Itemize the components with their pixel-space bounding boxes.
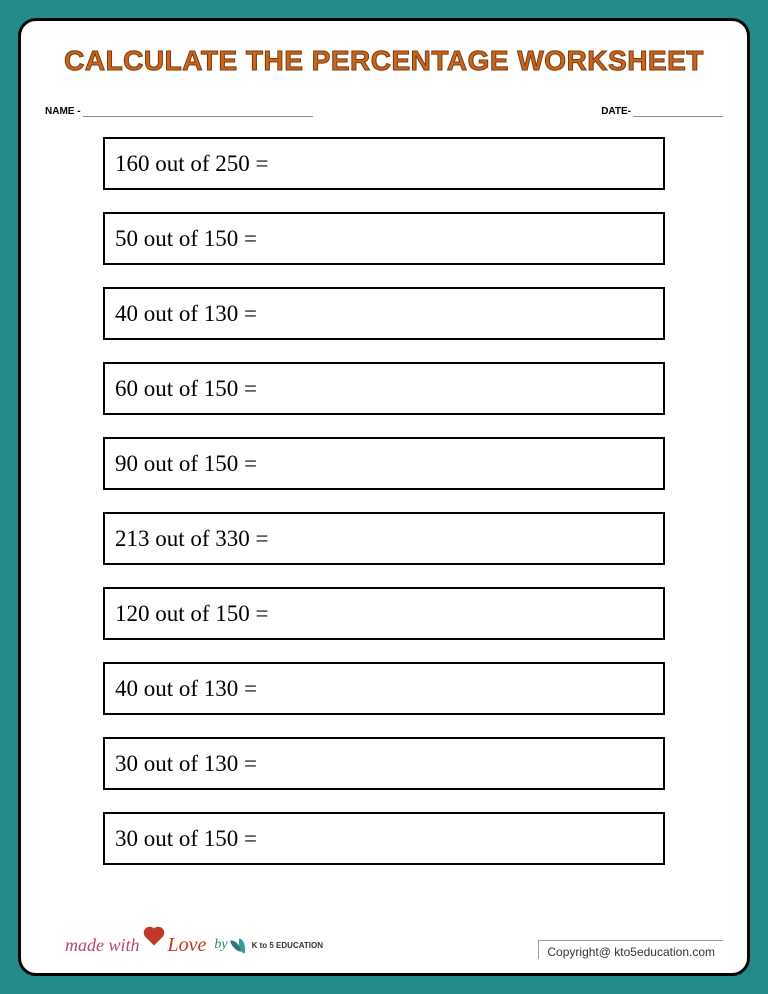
brand-text: K to 5 EDUCATION (252, 941, 323, 950)
made-with-love: made with Love by K to 5 EDUCATION (65, 931, 323, 959)
name-input-line[interactable] (83, 105, 313, 117)
question-box[interactable]: 30 out of 130 = (103, 737, 665, 790)
question-text: 213 out of 330 = (115, 526, 269, 552)
date-field: DATE- (601, 105, 723, 117)
question-text: 90 out of 150 = (115, 451, 257, 477)
question-text: 30 out of 130 = (115, 751, 257, 777)
question-text: 50 out of 150 = (115, 226, 257, 252)
question-box[interactable]: 90 out of 150 = (103, 437, 665, 490)
question-text: 60 out of 150 = (115, 376, 257, 402)
date-input-line[interactable] (633, 105, 723, 117)
question-text: 30 out of 150 = (115, 826, 257, 852)
by-text: by (214, 937, 227, 953)
made-with-text: made with (65, 935, 140, 956)
copyright-text: Copyright@ kto5education.com (538, 940, 723, 959)
worksheet-title: CALCULATE THE PERCENTAGE WORKSHEET (41, 45, 727, 77)
question-text: 160 out of 250 = (115, 151, 269, 177)
meta-row: NAME - DATE- (41, 105, 727, 117)
question-box[interactable]: 160 out of 250 = (103, 137, 665, 190)
love-text: Love (168, 934, 207, 957)
questions-container: 160 out of 250 = 50 out of 150 = 40 out … (41, 137, 727, 931)
question-box[interactable]: 213 out of 330 = (103, 512, 665, 565)
worksheet-page: CALCULATE THE PERCENTAGE WORKSHEET NAME … (18, 18, 750, 976)
question-box[interactable]: 60 out of 150 = (103, 362, 665, 415)
by-brand: by K to 5 EDUCATION (214, 935, 323, 955)
question-box[interactable]: 50 out of 150 = (103, 212, 665, 265)
question-box[interactable]: 30 out of 150 = (103, 812, 665, 865)
heart-balloon-icon (144, 931, 164, 959)
question-text: 40 out of 130 = (115, 676, 257, 702)
name-label: NAME - (45, 106, 81, 117)
question-box[interactable]: 120 out of 150 = (103, 587, 665, 640)
date-label: DATE- (601, 106, 631, 117)
question-text: 120 out of 150 = (115, 601, 269, 627)
question-text: 40 out of 130 = (115, 301, 257, 327)
brand-leaf-icon (230, 935, 250, 955)
question-box[interactable]: 40 out of 130 = (103, 662, 665, 715)
name-field: NAME - (45, 105, 313, 117)
footer: made with Love by K to 5 EDUCATION Copyr… (41, 931, 727, 963)
question-box[interactable]: 40 out of 130 = (103, 287, 665, 340)
